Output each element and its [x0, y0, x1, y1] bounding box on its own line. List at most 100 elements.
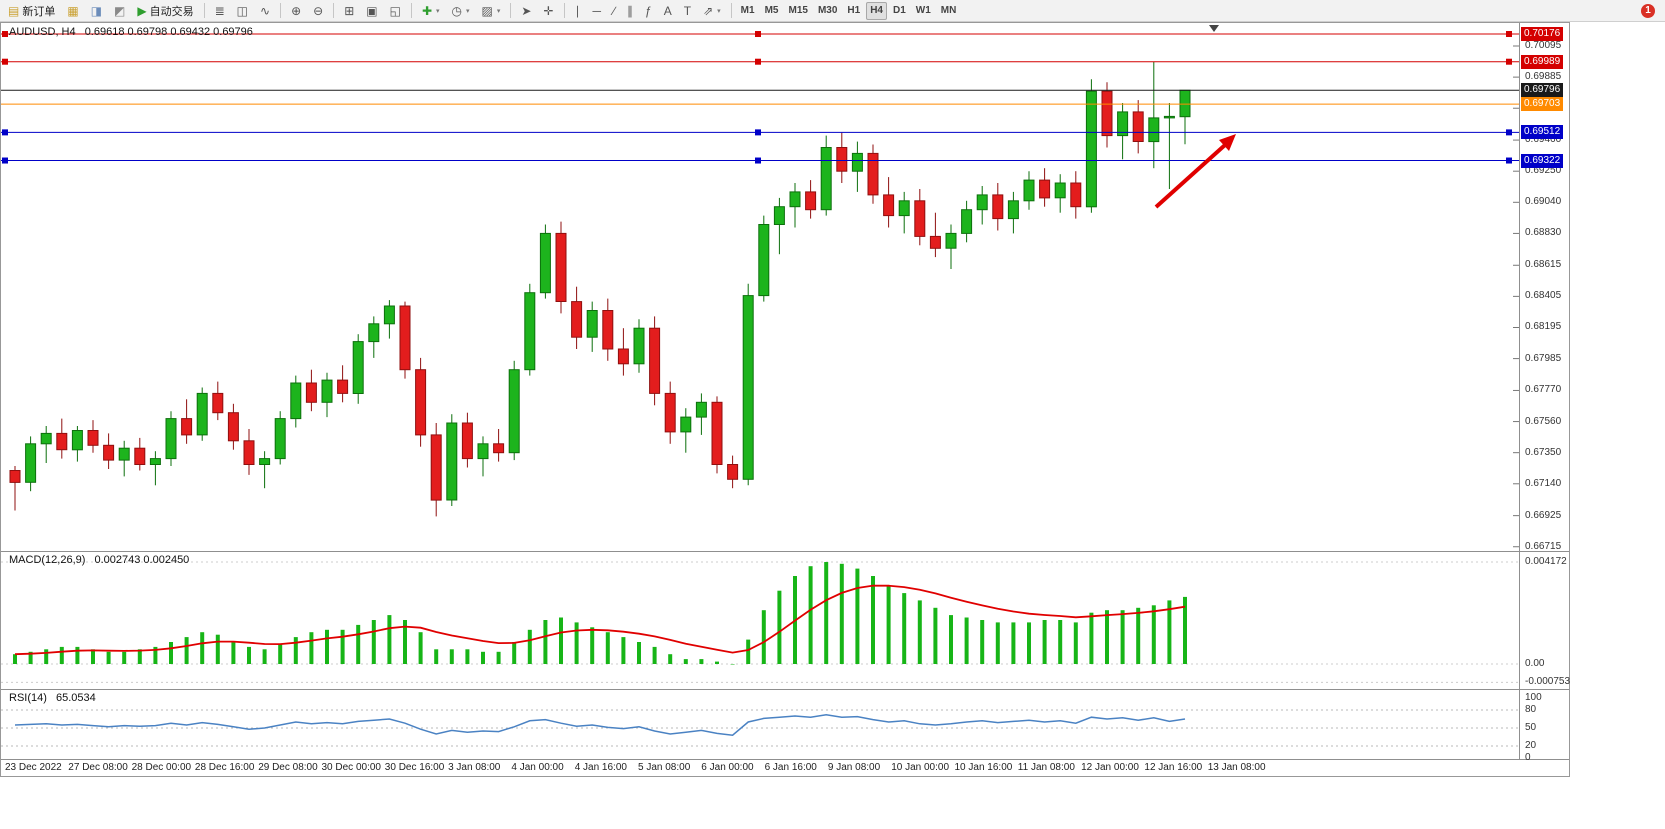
candle-66: [1039, 168, 1051, 207]
timeframe-w1-button[interactable]: W1: [912, 2, 935, 20]
auto-arrange-button[interactable]: ▣: [361, 2, 382, 20]
resistance-line-upper-handle[interactable]: [2, 31, 8, 38]
macd-bar-39: [621, 637, 626, 664]
fibonacci-button[interactable]: ƒ: [640, 2, 657, 20]
chart-shift-button[interactable]: ◱: [385, 2, 406, 20]
arrow-annotation[interactable]: [1154, 134, 1236, 209]
timeframe-m15-button[interactable]: M15: [784, 2, 811, 20]
resistance-line-upper-handle[interactable]: [1506, 31, 1512, 38]
rsi-tick-80: 80: [1525, 704, 1537, 715]
price-tick-0.68615: 0.68615: [1525, 259, 1562, 271]
candle-5: [87, 420, 99, 453]
resistance-line-lower-handle[interactable]: [755, 58, 761, 65]
equidistant-channel-button[interactable]: ∥: [622, 2, 638, 20]
vertical-line-button[interactable]: ∣: [570, 2, 586, 20]
text-button[interactable]: A: [659, 2, 677, 20]
resistance-line-upper[interactable]: [1, 31, 1519, 38]
horizontal-line-button[interactable]: ─: [588, 2, 607, 20]
fibonacci-icon: ƒ: [645, 3, 652, 18]
support-line-lower-handle[interactable]: [2, 157, 8, 164]
macd-bar-35: [559, 617, 563, 664]
candle-68: [1070, 171, 1082, 219]
support-line-upper[interactable]: [1, 129, 1519, 136]
support-line-lower-handle[interactable]: [1506, 157, 1512, 164]
resistance-line-upper-handle[interactable]: [755, 31, 761, 38]
notification-badge[interactable]: 1: [1641, 4, 1655, 18]
rsi-panel[interactable]: [1, 690, 1519, 759]
timeframe-mn-button[interactable]: MN: [937, 2, 961, 20]
zoom-out-button[interactable]: ⊖: [308, 2, 328, 20]
resistance-line-lower-handle[interactable]: [2, 58, 8, 65]
timeframe-h1-button[interactable]: H1: [843, 2, 864, 20]
rsi-name: RSI(14): [9, 692, 47, 704]
timeframe-d1-button-label: D1: [892, 5, 906, 16]
support-line-upper-handle[interactable]: [2, 129, 8, 136]
resistance-line-lower-handle[interactable]: [1506, 58, 1512, 65]
candle-4: [71, 426, 83, 462]
timeframe-m5-button[interactable]: M5: [761, 2, 783, 20]
timeframe-m15-button-label: M15: [788, 5, 808, 16]
macd-bar-1: [28, 651, 33, 664]
macd-bar-11: [184, 637, 189, 664]
resistance-line-lower[interactable]: [1, 58, 1519, 65]
panel-separator[interactable]: [1, 689, 1569, 690]
chart-title: AUDUSD, H4 0.69618 0.69798 0.69432 0.697…: [9, 26, 253, 38]
tile-windows-button[interactable]: ⊞: [339, 2, 359, 20]
templates-button[interactable]: ▨ ▾: [477, 2, 506, 20]
candle-27: [430, 423, 442, 517]
price-tick-0.67985: 0.67985: [1525, 352, 1562, 364]
periods-button[interactable]: ◷ ▾: [447, 2, 475, 20]
bar-chart-button[interactable]: ≣: [210, 2, 230, 20]
line-chart-button[interactable]: ∿: [255, 2, 275, 20]
macd-bar-67: [1058, 620, 1063, 664]
time-label-13: 9 Jan 08:00: [827, 762, 881, 773]
market-watch-button[interactable]: ▦: [62, 2, 83, 20]
zoom-in-button[interactable]: ⊕: [286, 2, 306, 20]
macd-bar-25: [403, 620, 407, 664]
timeframe-d1-button[interactable]: D1: [889, 2, 910, 20]
price-chart[interactable]: [1, 23, 1519, 551]
timeframe-w1-button-label: W1: [915, 5, 931, 16]
price-tick-0.68830: 0.68830: [1525, 227, 1562, 239]
support-line-lower[interactable]: [1, 157, 1519, 164]
candle-33: [524, 283, 536, 376]
candle-51: [805, 180, 817, 219]
panel-separator[interactable]: [1, 551, 1569, 552]
terminal-button[interactable]: ◩: [109, 2, 130, 20]
price-axis[interactable]: 0.700950.698850.696750.694600.692500.690…: [1520, 23, 1570, 777]
macd-panel[interactable]: [1, 552, 1519, 689]
macd-bar-21: [340, 629, 345, 664]
ohlc-values-label: 0.69618 0.69798 0.69432 0.69796: [84, 26, 253, 38]
macd-bar-52: [824, 562, 829, 664]
candlestick-chart-button[interactable]: ◫: [232, 2, 253, 20]
timeframe-m5-button-label: M5: [764, 5, 779, 16]
cursor-button[interactable]: ➤: [516, 2, 536, 20]
crosshair-button[interactable]: ✛: [538, 2, 558, 20]
macd-bar-18: [293, 637, 298, 664]
indicators-button[interactable]: ✚ ▾: [417, 2, 445, 20]
timeframe-m30-button[interactable]: M30: [814, 2, 841, 20]
zoom-in-icon: ⊕: [291, 3, 302, 18]
support-line-upper-handle[interactable]: [1506, 129, 1512, 136]
arrows-button[interactable]: ⇗ ▾: [698, 2, 726, 20]
time-axis[interactable]: 23 Dec 2022 27 Dec 08:00 28 Dec 00:00 28 De…: [1, 760, 1569, 777]
timeframe-h4-button[interactable]: H4: [866, 1, 887, 20]
support-line-lower-handle[interactable]: [755, 157, 761, 164]
candle-64: [1007, 191, 1019, 234]
candle-49: [773, 197, 785, 255]
support-line-upper-handle[interactable]: [755, 129, 761, 136]
auto-trading-button-label: 自动交易: [149, 5, 194, 18]
navigator-button[interactable]: ◨: [86, 2, 107, 20]
text-label-button[interactable]: T: [679, 2, 696, 20]
timeframe-m1-button[interactable]: M1: [737, 2, 759, 20]
trendline-button[interactable]: ∕: [608, 2, 620, 20]
new-order-button[interactable]: ▤ 新订单: [3, 2, 60, 20]
auto-trading-button[interactable]: ▶ 自动交易: [132, 2, 198, 20]
rsi-tick-50: 50: [1525, 722, 1537, 733]
candlestick-chart-icon: ◫: [236, 3, 249, 18]
candle-18: [290, 375, 302, 428]
macd-label: MACD(12,26,9) 0.002743 0.002450: [9, 554, 189, 566]
price-tick-0.66715: 0.66715: [1525, 540, 1562, 552]
rsi-line: [14, 714, 1186, 736]
price-tick-0.66925: 0.66925: [1525, 509, 1562, 521]
